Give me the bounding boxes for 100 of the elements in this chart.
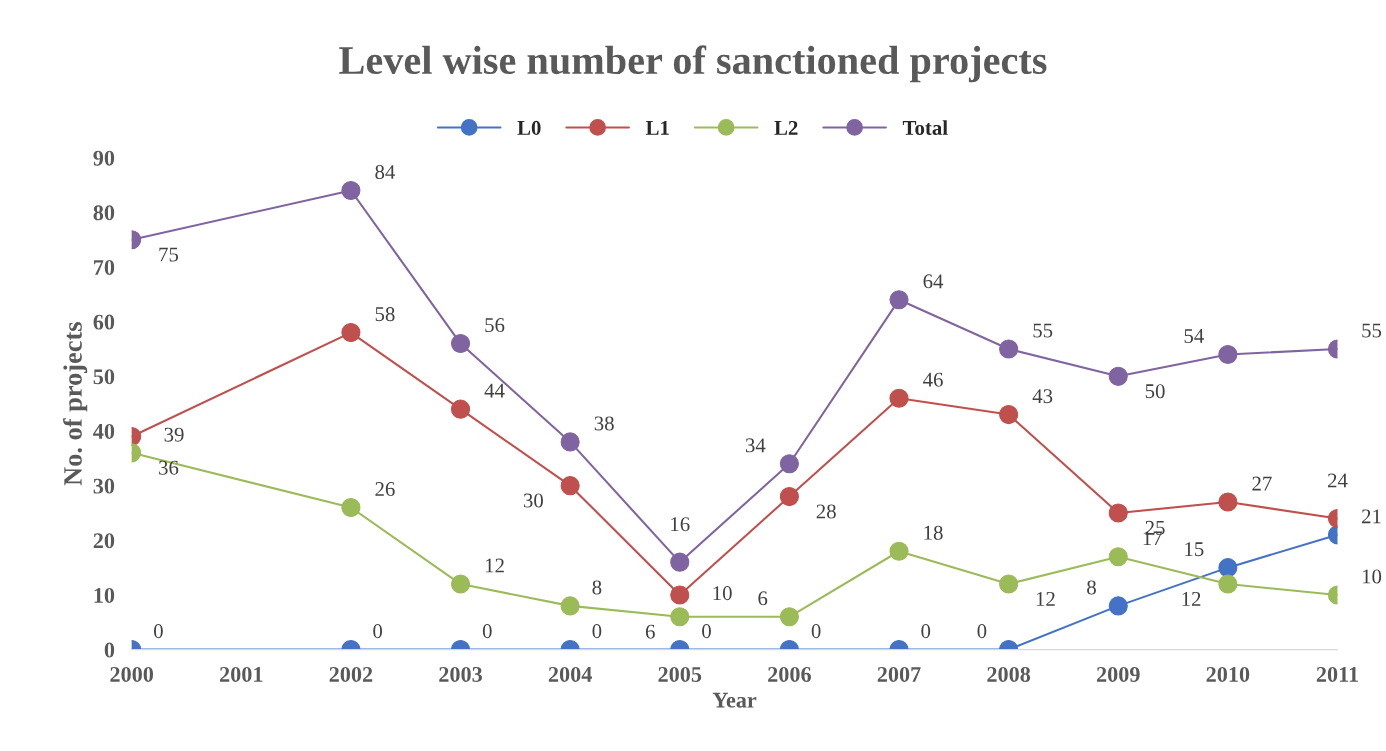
x-tick-label: 2009 [1096, 666, 1140, 682]
data-label: 56 [485, 318, 505, 333]
point [560, 432, 580, 452]
chart-title: Level wise number of sanctioned projects [339, 45, 1047, 83]
point [450, 399, 471, 419]
data-label: 8 [1087, 580, 1096, 595]
x-tick-label: 2010 [1206, 666, 1250, 682]
point [670, 585, 690, 605]
point [1218, 558, 1238, 578]
y-tick-label: 40 [93, 423, 115, 439]
y-tick-label: 20 [93, 533, 115, 549]
data-label: 12 [1182, 591, 1201, 606]
point [889, 290, 909, 310]
point [889, 388, 909, 408]
data-label: 0 [921, 624, 931, 639]
x-tick-label: 2008 [987, 666, 1031, 682]
data-label: 64 [923, 274, 944, 289]
point [670, 607, 690, 627]
data-label: 6 [758, 591, 768, 606]
point [341, 497, 361, 518]
legend-label: Total [902, 120, 948, 135]
data-label: 36 [159, 460, 179, 475]
data-label: 55 [1033, 323, 1053, 338]
x-tick-label: 2006 [768, 666, 811, 682]
y-tick-label: 0 [104, 642, 115, 658]
x-tick-label: 2005 [658, 666, 702, 682]
data-label: 8 [592, 580, 602, 595]
y-tick-label: 90 [93, 150, 115, 166]
y-tick-label: 60 [93, 314, 115, 330]
data-label: 28 [816, 504, 836, 519]
point [450, 333, 471, 354]
point [1218, 492, 1238, 512]
data-label: 10 [713, 586, 732, 601]
x-tick-label: 2003 [439, 666, 482, 682]
data-label: 0 [592, 624, 602, 639]
legend-label: L1 [645, 120, 669, 135]
data-label: 10 [1362, 569, 1382, 584]
y-tick-label: 30 [93, 478, 115, 494]
data-label: 0 [153, 624, 163, 639]
point [1108, 547, 1128, 567]
point [450, 574, 471, 594]
data-label: 43 [1032, 389, 1053, 404]
data-label: 44 [484, 383, 505, 398]
point [889, 541, 909, 561]
data-label: 15 [1185, 542, 1204, 557]
point [999, 574, 1019, 594]
y-tick-label: 10 [94, 587, 115, 603]
data-label: 0 [482, 624, 492, 639]
x-tick-label: 2004 [548, 666, 592, 682]
point [779, 454, 799, 474]
data-label: 0 [373, 624, 383, 639]
y-tick-label: 70 [94, 259, 115, 275]
x-axis-title: Year [712, 692, 757, 708]
data-label: 27 [1252, 476, 1272, 491]
point [341, 180, 361, 201]
y-tick-label: 80 [93, 205, 115, 221]
data-label: 21 [1362, 509, 1381, 524]
data-label: 0 [977, 624, 987, 639]
data-label: 50 [1145, 384, 1165, 399]
point [341, 323, 361, 343]
data-label: 26 [375, 482, 395, 497]
data-label: 39 [164, 427, 184, 442]
data-label: 12 [485, 558, 504, 573]
point [999, 339, 1019, 359]
point [779, 487, 799, 507]
y-axis-title: No. of projects [63, 322, 88, 486]
data-label: 38 [594, 416, 614, 431]
point [1108, 503, 1128, 523]
data-label: 30 [523, 493, 543, 508]
data-label: 55 [1362, 323, 1382, 338]
data-label: 12 [1036, 591, 1055, 606]
legend-label: L0 [517, 120, 541, 135]
x-tick-label: 2011 [1316, 666, 1358, 682]
x-tick-label: 2007 [877, 666, 921, 682]
point [560, 476, 580, 496]
point [1218, 574, 1238, 594]
data-label: 46 [923, 372, 943, 387]
data-label: 16 [671, 517, 690, 532]
point [560, 596, 580, 616]
point [670, 552, 690, 572]
data-label: 34 [745, 438, 766, 453]
x-tick-label: 2002 [329, 666, 373, 682]
x-tick-label: 2001 [220, 666, 263, 682]
data-label: 24 [1327, 473, 1348, 488]
point [1108, 596, 1128, 616]
data-label: 75 [159, 247, 179, 262]
point [1108, 366, 1128, 386]
data-label: 6 [645, 624, 655, 639]
data-label: 0 [811, 624, 821, 639]
point [779, 607, 799, 627]
data-label: 58 [375, 307, 395, 322]
legend-label: L2 [774, 120, 798, 135]
data-label: 84 [375, 164, 396, 180]
point [999, 405, 1019, 425]
y-tick-label: 50 [93, 369, 115, 385]
data-label: 0 [702, 624, 711, 639]
x-tick-label: 2000 [110, 666, 154, 682]
data-label: 54 [1184, 329, 1204, 344]
point [1218, 344, 1238, 365]
data-label: 18 [924, 525, 943, 540]
